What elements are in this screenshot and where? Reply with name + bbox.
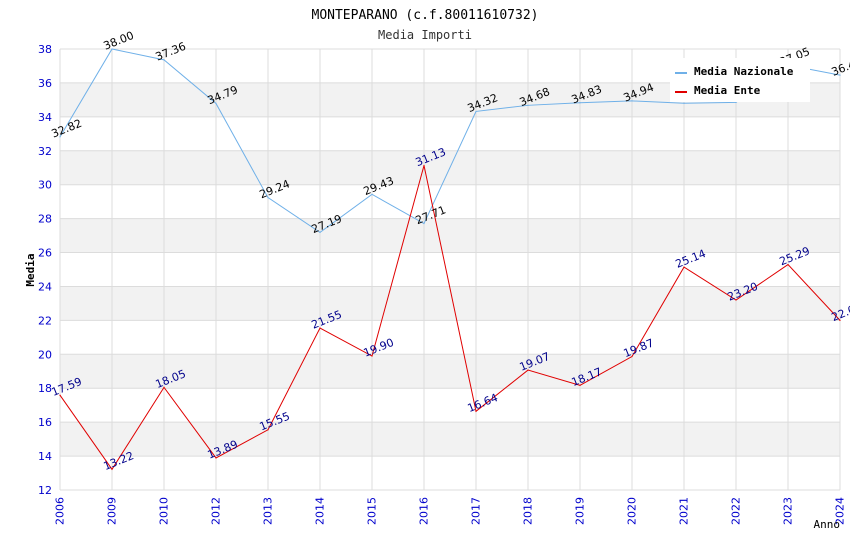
data-point — [163, 386, 165, 388]
y-tick-label: 16 — [38, 416, 52, 429]
x-tick-label: 2019 — [574, 497, 587, 525]
data-point — [527, 104, 529, 106]
grid-band — [60, 422, 840, 457]
y-tick-label: 18 — [38, 382, 52, 395]
data-label: 37.36 — [154, 40, 188, 64]
y-tick-label: 22 — [38, 314, 52, 327]
x-tick-label: 2023 — [782, 497, 795, 525]
y-tick-label: 20 — [38, 348, 52, 361]
y-tick-label: 24 — [38, 280, 52, 293]
data-point — [683, 102, 685, 104]
legend-label-media-ente: Media Ente — [694, 84, 761, 97]
data-point — [579, 102, 581, 104]
legend: Media Nazionale Media Ente — [670, 58, 810, 102]
data-point — [215, 102, 217, 105]
x-tick-label: 2014 — [314, 497, 327, 525]
data-point — [631, 355, 633, 358]
data-point — [319, 327, 321, 329]
y-tick-label: 32 — [38, 145, 52, 158]
x-tick-label: 2022 — [730, 497, 743, 525]
x-tick-label: 2021 — [678, 497, 691, 525]
data-label: 16.64 — [466, 391, 500, 415]
data-point — [579, 384, 581, 386]
x-tick-label: 2018 — [522, 497, 535, 525]
data-point — [423, 222, 425, 225]
grid-band — [60, 354, 840, 389]
data-point — [735, 101, 737, 104]
x-tick-label: 2024 — [834, 497, 847, 525]
series-lines — [59, 48, 841, 471]
legend-box — [670, 58, 810, 102]
plot-background-bands — [60, 82, 840, 457]
y-tick-label: 38 — [38, 43, 52, 56]
legend-label-media-nazionale: Media Nazionale — [694, 65, 794, 78]
data-point — [319, 231, 321, 233]
data-point — [59, 394, 61, 396]
data-point — [839, 74, 841, 76]
x-tick-label: 2016 — [418, 497, 431, 525]
x-tick-label: 2015 — [366, 497, 379, 525]
y-tick-label: 36 — [38, 77, 52, 90]
x-tick-label: 2009 — [106, 497, 119, 525]
data-point — [371, 193, 373, 195]
data-point — [371, 355, 373, 357]
y-tick-label: 26 — [38, 247, 52, 260]
x-tick-label: 2020 — [626, 497, 639, 525]
x-axis-label: Anno — [814, 518, 841, 531]
data-point — [631, 100, 633, 102]
data-point — [267, 196, 269, 199]
data-point — [59, 136, 61, 138]
y-tick-label: 30 — [38, 179, 52, 192]
y-tick-label: 34 — [38, 111, 52, 124]
grid-band — [60, 218, 840, 253]
series-line-media-ente — [59, 165, 841, 471]
x-tick-label: 2010 — [158, 497, 171, 525]
y-tick-label: 28 — [38, 213, 52, 226]
y-axis-label: Media — [24, 253, 37, 286]
data-point — [839, 319, 841, 321]
data-point — [735, 299, 737, 301]
data-point — [111, 48, 113, 50]
chart-subtitle: Media Importi — [378, 28, 472, 42]
y-tick-label: 12 — [38, 484, 52, 497]
data-point — [267, 429, 269, 431]
x-tick-label: 2017 — [470, 497, 483, 525]
x-tick-label: 2013 — [262, 497, 275, 525]
data-point — [475, 410, 477, 412]
x-tick-label: 2012 — [210, 497, 223, 525]
x-tick-label: 2006 — [54, 497, 67, 525]
data-point — [475, 110, 477, 113]
chart-title: MONTEPARANO (c.f.80011610732) — [312, 8, 539, 23]
data-point — [163, 59, 165, 61]
data-point — [683, 266, 685, 268]
series-line-media-nazionale — [59, 48, 841, 233]
data-point — [111, 468, 113, 470]
data-point — [215, 457, 217, 459]
data-point — [527, 369, 529, 371]
data-point — [787, 263, 789, 266]
data-label: 32.82 — [50, 117, 84, 141]
y-tick-label: 14 — [38, 450, 52, 463]
data-point — [423, 164, 425, 167]
y-axis-tick-labels: 12 14 16 18 20 22 24 26 28 30 32 34 36 38 — [38, 43, 52, 497]
grid-band — [60, 286, 840, 321]
gridlines — [59, 48, 841, 491]
x-axis-tick-labels: 2006 2009 2010 2012 2013 2014 2015 2016 2017 2018… — [54, 497, 847, 525]
